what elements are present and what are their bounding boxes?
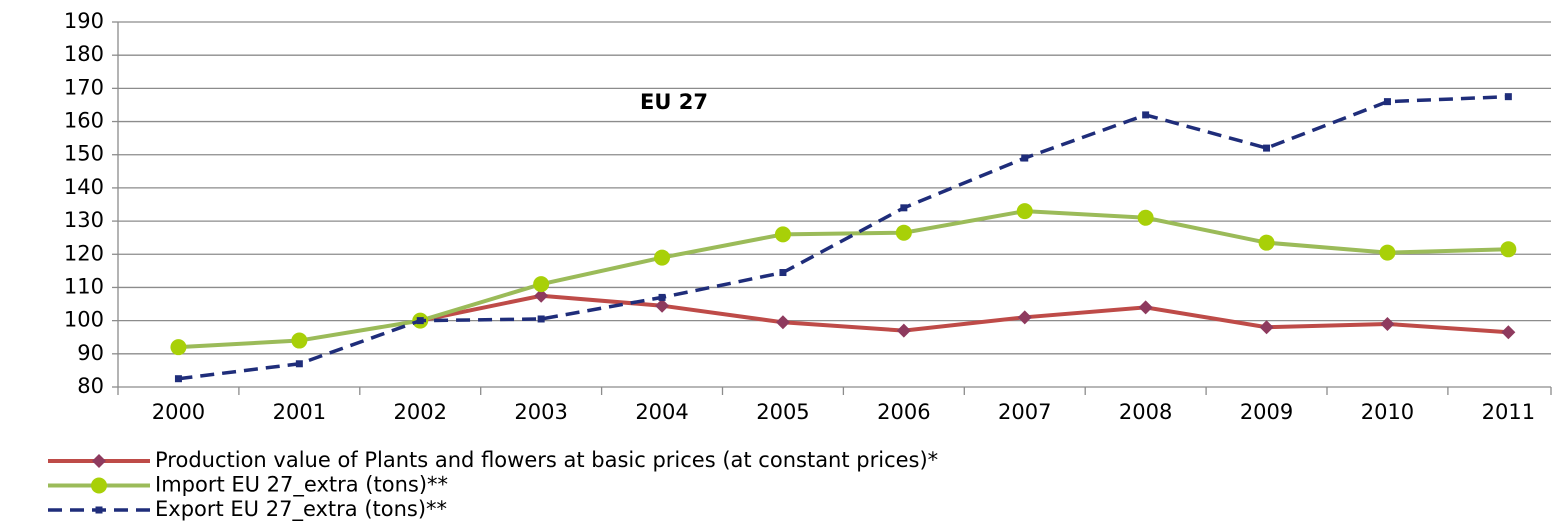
x-tick-label: 2009 xyxy=(1240,400,1293,424)
x-tick-label: 2006 xyxy=(877,400,930,424)
data-point xyxy=(1504,93,1512,101)
data-point xyxy=(654,249,671,266)
data-point xyxy=(1259,320,1274,335)
data-point xyxy=(1017,310,1032,325)
y-tick-label: 180 xyxy=(64,42,104,66)
legend-label: Import EU 27_extra (tons)** xyxy=(155,473,448,498)
y-tick-label: 100 xyxy=(64,308,104,332)
y-tick-label: 160 xyxy=(64,109,104,133)
data-point xyxy=(774,226,791,243)
y-tick-label: 110 xyxy=(64,274,104,298)
legend-marker xyxy=(92,454,106,468)
x-tick-label: 2001 xyxy=(273,400,326,424)
data-point xyxy=(1263,144,1271,152)
x-tick-label: 2004 xyxy=(635,400,688,424)
data-point xyxy=(1021,154,1029,162)
data-point xyxy=(1500,241,1517,258)
series-line xyxy=(178,209,1509,350)
legend-label: Export EU 27_extra (tons)** xyxy=(155,497,447,522)
y-tick-label: 140 xyxy=(64,175,104,199)
series-line xyxy=(178,94,1509,381)
data-point xyxy=(537,315,545,323)
data-point xyxy=(1137,209,1154,226)
x-tick-label: 2011 xyxy=(1482,400,1535,424)
series-line xyxy=(419,293,1509,335)
x-tick-label: 2005 xyxy=(756,400,809,424)
data-point xyxy=(295,360,303,368)
y-tick-label: 90 xyxy=(77,341,104,365)
data-point xyxy=(1383,98,1391,106)
y-tick-label: 190 xyxy=(64,9,104,33)
data-point xyxy=(1138,300,1153,315)
data-point xyxy=(1258,234,1275,251)
y-tick-label: 80 xyxy=(77,374,104,398)
data-point xyxy=(1142,111,1150,119)
y-tick-label: 170 xyxy=(64,75,104,99)
x-tick-label: 2003 xyxy=(514,400,567,424)
x-tick-label: 2007 xyxy=(998,400,1051,424)
y-tick-label: 150 xyxy=(64,142,104,166)
data-point xyxy=(533,276,550,293)
annotation: EU 27 xyxy=(640,90,708,114)
x-tick-label: 2002 xyxy=(394,400,447,424)
data-point xyxy=(291,332,308,349)
data-point xyxy=(900,204,908,212)
data-point xyxy=(658,293,666,301)
data-point xyxy=(416,317,424,325)
data-point xyxy=(1016,203,1033,220)
x-tick-label: 2008 xyxy=(1119,400,1172,424)
data-point xyxy=(655,298,670,313)
data-point xyxy=(1380,316,1395,331)
y-tick-label: 130 xyxy=(64,208,104,232)
data-point xyxy=(895,224,912,241)
data-point xyxy=(170,339,187,356)
data-point xyxy=(775,315,790,330)
data-point xyxy=(534,288,549,303)
data-point xyxy=(896,323,911,338)
data-point xyxy=(1379,244,1396,261)
y-tick-label: 120 xyxy=(64,241,104,265)
legend-label: Production value of Plants and flowers a… xyxy=(155,448,938,472)
x-tick-label: 2010 xyxy=(1361,400,1414,424)
data-point xyxy=(174,375,182,383)
data-point xyxy=(1501,325,1516,340)
x-tick-label: 2000 xyxy=(152,400,205,424)
legend-marker xyxy=(95,506,103,514)
data-point xyxy=(779,269,787,277)
legend-marker xyxy=(91,477,107,494)
